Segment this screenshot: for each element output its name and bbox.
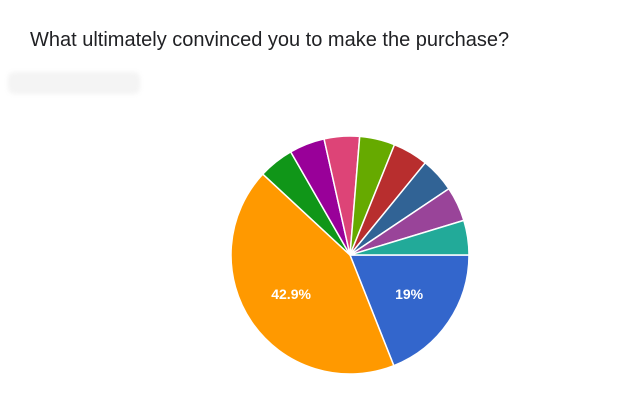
blurred-respondent-count — [8, 72, 140, 94]
pie-slice-label-2: 42.9% — [271, 286, 311, 302]
pie-slice-10[interactable] — [349, 219, 470, 256]
pie-slice-label-1: 19% — [395, 286, 424, 302]
pie-slice-1[interactable] — [349, 254, 470, 367]
question-title: What ultimately convinced you to make th… — [30, 29, 510, 51]
pie-slices — [230, 135, 470, 375]
pie-labels: 19% 42.9% — [271, 286, 423, 302]
pie-slice-2[interactable] — [230, 173, 395, 375]
